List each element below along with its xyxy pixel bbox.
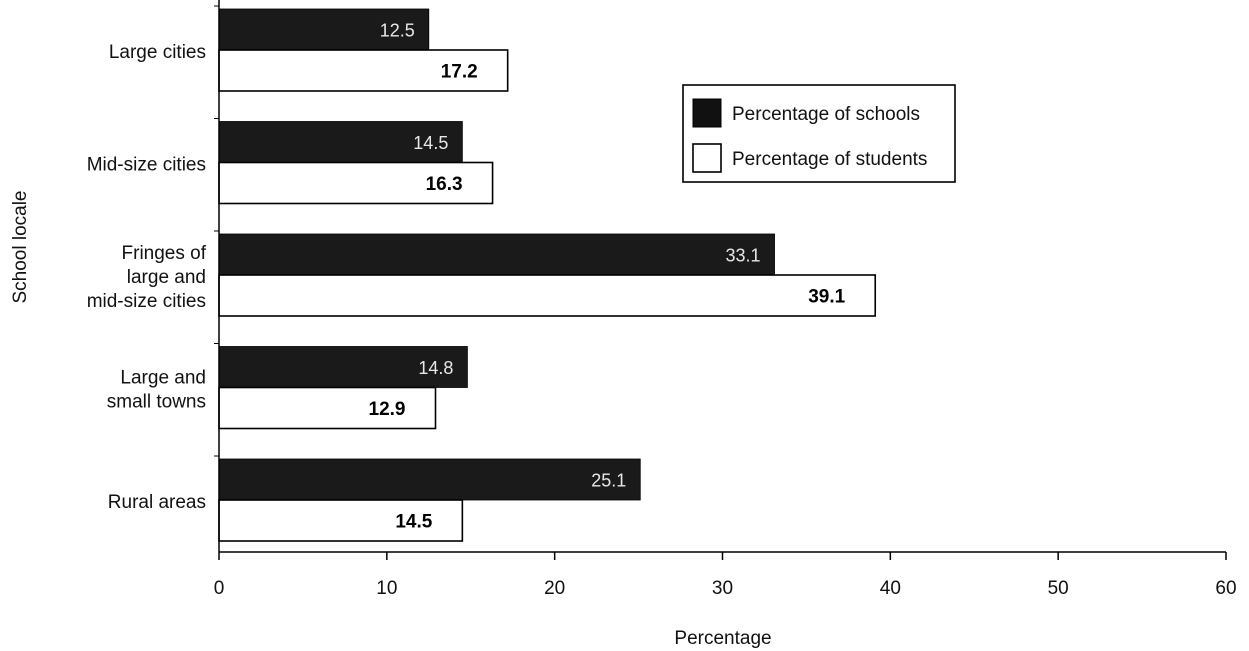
value-label-schools: 14.8 — [418, 358, 453, 378]
category-label: large and — [127, 267, 206, 288]
value-label-schools: 25.1 — [591, 471, 626, 491]
x-axis-title: Percentage — [674, 628, 771, 649]
bar-schools — [218, 8, 430, 51]
x-tick-label: 10 — [376, 578, 397, 599]
bar-students — [218, 49, 509, 92]
bar-schools — [218, 121, 463, 163]
value-label-schools: 12.5 — [380, 21, 415, 41]
legend: Percentage of schools Percentage of stud… — [682, 84, 956, 183]
x-tick-label: 30 — [712, 578, 733, 599]
legend-swatch-schools — [692, 98, 722, 128]
category-label: Large cities — [109, 42, 206, 63]
category-label: small towns — [107, 392, 206, 413]
legend-label-students: Percentage of students — [732, 149, 927, 170]
x-tick-label: 60 — [1215, 578, 1236, 599]
category-label: Large and — [120, 368, 206, 389]
value-label-students: 39.1 — [808, 287, 845, 308]
x-tick-label: 20 — [544, 578, 565, 599]
category-label: Mid-size cities — [87, 155, 206, 176]
value-label-students: 16.3 — [426, 174, 463, 195]
y-axis-title: School locale — [10, 190, 31, 303]
x-tick-label: 50 — [1048, 578, 1069, 599]
category-label: Rural areas — [108, 492, 206, 513]
category-label: mid-size cities — [87, 291, 206, 312]
value-label-students: 12.9 — [369, 399, 406, 420]
x-axis: 0 10 20 30 40 50 60 — [214, 0, 1237, 599]
bar-students — [218, 274, 877, 317]
value-label-schools: 33.1 — [725, 246, 760, 266]
legend-swatch-students — [692, 143, 722, 173]
value-label-students: 14.5 — [395, 512, 432, 533]
bar-schools — [218, 346, 468, 388]
bar-students — [218, 161, 494, 205]
category-labels: Large cities Mid-size cities Fringes of lar… — [87, 42, 207, 513]
bar-students — [218, 499, 464, 542]
bars-group: 12.5 17.2 14.5 16.3 33.1 39.1 14.8 12.9 25.1 14.5 — [218, 8, 877, 542]
bar-schools — [218, 458, 641, 501]
value-label-schools: 14.5 — [413, 133, 448, 153]
category-label: Fringes of — [122, 243, 207, 264]
value-label-students: 17.2 — [441, 62, 478, 83]
x-tick-label: 40 — [880, 578, 901, 599]
bar-schools — [218, 233, 775, 276]
legend-label-schools: Percentage of schools — [732, 104, 920, 125]
x-tick-label: 0 — [214, 578, 225, 599]
legend-box — [682, 84, 956, 183]
